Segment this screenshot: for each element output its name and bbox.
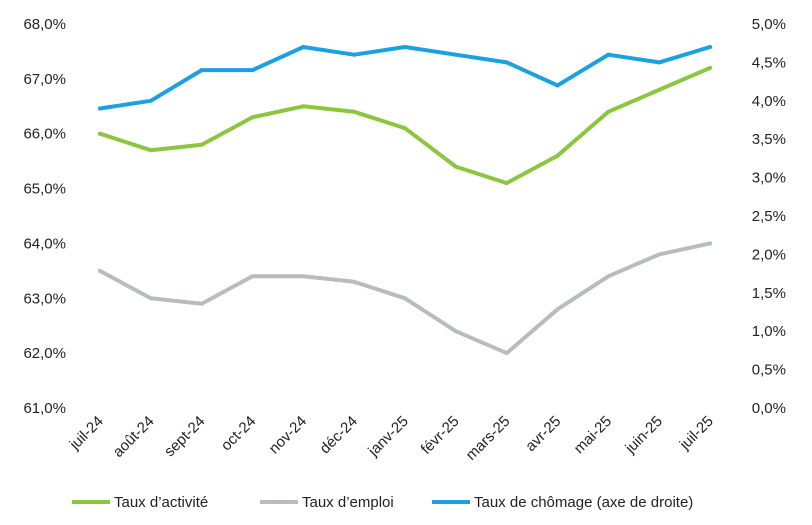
data-point [453,164,458,169]
left-y-tick-label: 66,0% [23,126,66,143]
right-y-tick-label: 2,5% [752,208,786,225]
series-line-0 [98,65,712,186]
right-y-tick-label: 4,5% [752,54,786,71]
data-point [148,148,153,153]
x-tick-label: mars-25 [463,413,514,464]
left-y-tick-label: 62,0% [23,345,66,362]
left-y-tick-label: 68,0% [23,16,66,33]
left-y-tick-label: 65,0% [23,181,66,198]
data-point [606,274,611,279]
legend-label: Taux d’emploi [302,494,394,511]
right-y-axis: 0,0% 0,5% 1,0% 1,5% 2,0% 2,5% 3,0% 3,5% 4,0% 4,5%… [752,16,786,417]
data-point [403,296,407,301]
data-point [250,274,255,279]
legend-label: Taux d’activité [114,494,208,511]
data-point [250,115,255,120]
data-point [98,106,102,111]
right-y-tick-label: 0,0% [752,400,786,417]
data-point [148,296,153,301]
data-point [657,87,662,92]
x-tick-label: mai-25 [571,413,615,457]
right-y-tick-label: 4,0% [752,93,786,110]
right-y-tick-label: 1,5% [752,285,786,302]
data-point [199,301,204,306]
data-point [453,52,458,57]
x-tick-label: oct-24 [218,413,260,455]
data-point [555,83,560,88]
series-lines [98,45,712,356]
data-point [199,68,204,73]
x-tick-label: août-24 [110,413,158,461]
legend-label: Taux de chômage (axe de droite) [474,494,693,511]
data-point [98,131,102,136]
x-tick-label: juil-24 [66,413,107,454]
data-point [301,45,306,50]
right-y-tick-label: 2,0% [752,246,786,263]
x-tick-label: déc-24 [317,413,361,457]
right-y-tick-label: 0,5% [752,362,786,379]
data-point [199,142,204,147]
x-tick-label: juin-25 [621,413,666,458]
x-tick-label: janv-25 [364,413,412,461]
right-y-tick-label: 5,0% [752,16,786,33]
data-point [148,98,153,103]
data-point [657,252,662,257]
x-tick-label: juil-25 [676,413,717,454]
data-point [606,109,611,114]
data-point [504,351,509,356]
data-point [504,181,509,186]
series-line-2 [98,45,712,111]
data-point [504,60,509,65]
data-point [352,279,357,284]
data-point [708,241,712,246]
data-point [352,52,357,57]
x-tick-label: nov-24 [266,413,310,457]
data-point [352,109,357,114]
left-y-tick-label: 63,0% [23,290,66,307]
x-axis: juil-24 août-24 sept-24 oct-24 nov-24 déc-24 j… [66,413,717,464]
left-y-axis: 61,0% 62,0% 63,0% 64,0% 65,0% 66,0% 67,0% 68,0% [23,16,66,417]
data-point [657,60,662,65]
x-tick-label: avr-25 [522,413,564,455]
data-point [708,45,712,50]
x-tick-label: févr-25 [418,413,463,458]
data-point [301,274,306,279]
data-point [403,126,407,131]
data-point [301,104,306,109]
data-point [250,68,255,73]
legend: Taux d’activité Taux d’emploi Taux de chôm… [72,494,693,511]
data-point [606,52,611,57]
right-y-tick-label: 3,0% [752,170,786,187]
left-y-tick-label: 64,0% [23,235,66,252]
data-point [98,268,102,273]
data-point [555,307,560,312]
data-point [453,329,458,334]
data-point [555,153,560,158]
data-point [403,45,407,50]
left-y-tick-label: 67,0% [23,71,66,88]
x-tick-label: sept-24 [161,413,208,460]
right-y-tick-label: 1,0% [752,323,786,340]
right-y-tick-label: 3,5% [752,131,786,148]
data-point [708,65,712,70]
left-y-tick-label: 61,0% [23,400,66,417]
